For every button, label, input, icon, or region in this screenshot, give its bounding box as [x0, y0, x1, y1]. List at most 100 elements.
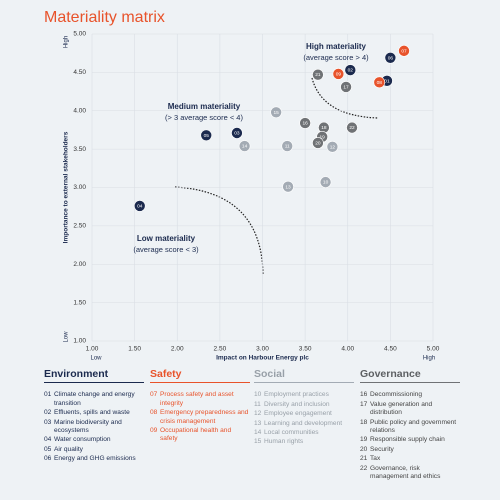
legend-text: Decommissioning [370, 391, 423, 399]
legend-text: Air quality [54, 445, 83, 453]
point [384, 51, 397, 64]
point-label: 08 [377, 80, 383, 86]
point [231, 127, 243, 139]
point-label: 10 [323, 180, 329, 186]
legend-item: 04 Water consumption [44, 436, 144, 444]
legend-text: Tax [370, 455, 381, 463]
legend-id: 14 [254, 429, 262, 437]
y-tick-label: 4.50 [73, 69, 86, 76]
legend-id: 07 [150, 391, 158, 399]
legend-id: 22 [360, 464, 368, 472]
legend-id: 03 [44, 418, 52, 426]
point-label: 01 [384, 78, 390, 84]
legend-text: Water consumption [54, 436, 111, 444]
legend-id: 05 [44, 445, 52, 453]
legend-item: 12 Employee engagement [254, 410, 354, 418]
point [270, 106, 282, 119]
point [238, 140, 251, 152]
point [344, 64, 357, 76]
y-tick-label: 5.00 [73, 31, 86, 38]
y-axis-low: Low [64, 331, 70, 343]
legend-id: 16 [360, 391, 368, 399]
legend-item: 03 Marine biodiversity and ecosystems [44, 419, 144, 436]
point-label: 16 [302, 121, 308, 127]
y-axis-title: Importance to external stakeholders [63, 131, 70, 243]
legend-id: 02 [44, 409, 52, 417]
point [200, 129, 213, 142]
legend-item: 02 Effluents, spills and waste [44, 409, 144, 417]
x-tick-label: 1.50 [128, 346, 141, 353]
point [299, 117, 311, 129]
point [346, 121, 358, 134]
legend-text: Occupational health and safety [160, 427, 232, 443]
legend-id: 15 [254, 438, 262, 446]
point-label: 12 [330, 144, 336, 150]
point [282, 180, 294, 193]
x-axis-low: Low [90, 356, 102, 362]
legend-text: Emergency preparedness and crisis manage… [160, 409, 249, 425]
legend-heading: Social [254, 369, 354, 384]
legend-text: Climate change and energy transition [54, 391, 135, 407]
legend-id: 09 [150, 427, 158, 435]
point-label: 18 [321, 125, 327, 131]
point [398, 45, 410, 57]
point-label: 07 [401, 48, 407, 54]
annotation-subtitle: (average score < 3) [133, 245, 199, 254]
point-label: 06 [388, 55, 394, 61]
x-tick-label: 4.00 [341, 346, 354, 353]
low-boundary [174, 186, 264, 276]
legend-text: Governance, risk management and ethics [370, 464, 441, 481]
y-tick-label: 1.00 [73, 338, 86, 345]
legend-text: Employee engagement [264, 410, 332, 418]
legend-id: 20 [360, 445, 368, 453]
annotation-title: Medium materiality [168, 102, 241, 111]
x-tick-label: 2.00 [171, 346, 184, 353]
point-label: 14 [242, 144, 248, 150]
legend-item: 09 Occupational health and safety [150, 427, 250, 444]
legend-text: Local communities [264, 429, 319, 437]
point [312, 137, 324, 149]
legend-id: 17 [360, 400, 368, 408]
y-tick-label: 2.00 [73, 261, 86, 268]
annotation-title: High materiality [306, 42, 367, 51]
legend-id: 21 [360, 455, 368, 463]
annotation-title: Low materiality [137, 234, 196, 243]
y-tick-label: 2.50 [73, 223, 86, 230]
legend-item: 18 Public policy and government relations [360, 419, 460, 436]
legend-item: 16 Decommissioning [360, 391, 460, 399]
legend-item: 01 Climate change and energy transition [44, 391, 144, 408]
point-label: 20 [315, 141, 321, 147]
legend-group: Social 10 Employment practices 11 Diversity … [254, 369, 354, 448]
legend-item: 14 Local communities [254, 429, 354, 437]
legend-id: 06 [44, 455, 52, 463]
x-tick-label: 1.00 [86, 346, 99, 353]
legend-text: Learning and development [264, 419, 343, 427]
point-label: 03 [234, 131, 240, 137]
legend-id: 08 [150, 409, 158, 417]
legend-group: Safety 07 Process safety and asset integri… [150, 369, 250, 445]
y-tick-label: 3.00 [73, 184, 86, 191]
legend-item: 19 Responsible supply chain [360, 436, 460, 444]
point [281, 140, 294, 152]
point [133, 200, 146, 212]
point [373, 76, 386, 89]
y-axis-high: High [64, 36, 70, 48]
x-axis-high: High [423, 356, 435, 362]
legend-heading: Governance [360, 369, 460, 384]
point-label: 17 [343, 85, 349, 91]
legend-item: 07 Process safety and asset integrity [150, 391, 250, 408]
legend-item: 20 Security [360, 446, 460, 454]
legend-item: 08 Emergency preparedness and crisis mana… [150, 409, 250, 426]
chart: Materiality matrix 1.00 1.50 2.00 2.50 3.00 3… [44, 9, 440, 362]
legend-item: 10 Employment practices [254, 391, 354, 399]
x-tick-label: 5.00 [427, 346, 440, 353]
legend-text: Security [370, 445, 394, 453]
point-label: 21 [315, 72, 321, 78]
high-boundary [311, 77, 379, 119]
legend-item: 17 Value generation and distribution [360, 401, 460, 418]
point [312, 68, 324, 81]
legend-group: Environment 01 Climate change and energy t… [44, 369, 144, 465]
annotation-subtitle: (> 3 average score < 4) [165, 113, 243, 122]
legend-item: 13 Learning and development [254, 420, 354, 428]
